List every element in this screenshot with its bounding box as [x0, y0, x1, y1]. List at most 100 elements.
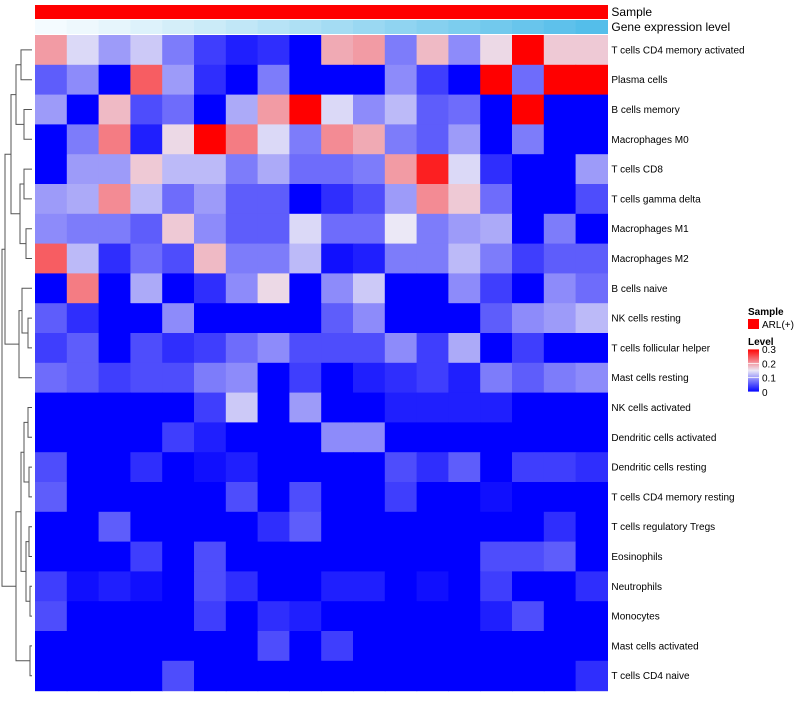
row-label: Neutrophils [611, 582, 662, 593]
heatmap-cell [321, 273, 354, 304]
heatmap-cell [575, 213, 608, 245]
heatmap-cell [512, 243, 545, 274]
heatmap-cell [543, 213, 577, 245]
heatmap-cell [448, 184, 481, 215]
heatmap-cell [289, 452, 322, 483]
gene-expression-annotation-cell [130, 20, 163, 34]
heatmap-cell [257, 273, 290, 304]
heatmap-cell [257, 94, 290, 125]
heatmap-cell [480, 124, 513, 155]
heatmap-cell [162, 333, 195, 364]
heatmap-cell [66, 124, 100, 155]
heatmap-cell [384, 243, 418, 274]
heatmap-cell [162, 452, 195, 483]
gene-expression-annotation-cell [384, 20, 418, 34]
heatmap-cell [194, 660, 227, 692]
heatmap-cell [162, 154, 195, 185]
heatmap-cell [162, 124, 195, 155]
heatmap-cell [512, 541, 545, 572]
heatmap-cell [512, 213, 545, 245]
heatmap-cell [162, 571, 195, 602]
heatmap-cell [480, 631, 513, 662]
heatmap-cell [257, 392, 290, 423]
heatmap-cell [543, 511, 577, 543]
heatmap-cell [98, 482, 131, 513]
heatmap-cell [480, 184, 513, 215]
heatmap-cell [575, 660, 608, 692]
row-label: Dendritic cells activated [611, 433, 716, 444]
heatmap-cell [66, 213, 100, 245]
heatmap-cell [98, 94, 131, 125]
row-label: Dendritic cells resting [611, 463, 706, 474]
heatmap-cell [575, 303, 608, 334]
heatmap-cell [384, 482, 418, 513]
heatmap-cell [130, 35, 163, 66]
heatmap-cell [35, 273, 68, 304]
heatmap-cell [384, 601, 418, 632]
heatmap-cell [321, 660, 354, 692]
heatmap-cell [512, 35, 545, 66]
heatmap-cell [194, 452, 227, 483]
dendrogram-branch [15, 511, 30, 662]
gene-expression-annotation-cell [257, 20, 290, 34]
heatmap-cell [575, 184, 608, 215]
heatmap-cell [35, 631, 68, 662]
heatmap-cell [512, 333, 545, 364]
heatmap-cell [35, 35, 68, 66]
heatmap-cell [194, 213, 227, 245]
heatmap-cell [225, 124, 259, 155]
heatmap-cell [353, 154, 386, 185]
sample-annotation-cell [543, 5, 577, 19]
gene-expression-annotation-cell [98, 20, 131, 34]
legend-tick-label: 0.1 [762, 374, 776, 385]
heatmap-cell [162, 362, 195, 394]
heatmap-cell [66, 273, 100, 304]
heatmap-cell [289, 392, 322, 423]
heatmap-cell [384, 571, 418, 602]
heatmap-cell [321, 511, 354, 543]
heatmap-cell [575, 333, 608, 364]
heatmap-cell [257, 154, 290, 185]
gene-expression-annotation-cell [512, 20, 545, 34]
heatmap-cell [480, 422, 513, 453]
heatmap-cell [416, 541, 449, 572]
heatmap-cell [35, 660, 68, 692]
heatmap-cell [384, 660, 418, 692]
heatmap-cell [512, 154, 545, 185]
heatmap-cell [416, 213, 449, 245]
heatmap-cell [225, 511, 259, 543]
heatmap-cell [321, 482, 354, 513]
sample-annotation-cell [98, 5, 131, 19]
heatmap-cell [162, 64, 195, 96]
heatmap-cell [66, 184, 100, 215]
heatmap-cell [130, 660, 163, 692]
heatmap-cell [480, 94, 513, 125]
heatmap-cell [448, 541, 481, 572]
heatmap-cell [194, 124, 227, 155]
heatmap-cell [321, 392, 354, 423]
sample-annotation-cell [194, 5, 227, 19]
heatmap-cell [448, 362, 481, 394]
row-label: Mast cells activated [611, 641, 698, 652]
gene-expression-annotation-cell [225, 20, 259, 34]
dendrogram-branch [28, 526, 32, 557]
heatmap-cell [257, 541, 290, 572]
heatmap-cell [321, 243, 354, 274]
heatmap-cell [384, 333, 418, 364]
heatmap-cell [66, 362, 100, 394]
heatmap-cell [289, 213, 322, 245]
heatmap-cell [353, 303, 386, 334]
row-label: NK cells resting [611, 314, 680, 325]
heatmap-cell [448, 273, 481, 304]
sample-annotation-cell [162, 5, 195, 19]
legend-sample-title: Sample [748, 307, 784, 318]
row-label: T cells CD4 naive [611, 671, 690, 682]
heatmap-cell [257, 631, 290, 662]
heatmap-cell [130, 184, 163, 215]
heatmap-cell [35, 64, 68, 96]
heatmap-cell [35, 541, 68, 572]
heatmap-cell [416, 511, 449, 543]
heatmap-cell [416, 35, 449, 66]
row-label: T cells regulatory Tregs [611, 522, 715, 533]
heatmap-cell [384, 94, 418, 125]
